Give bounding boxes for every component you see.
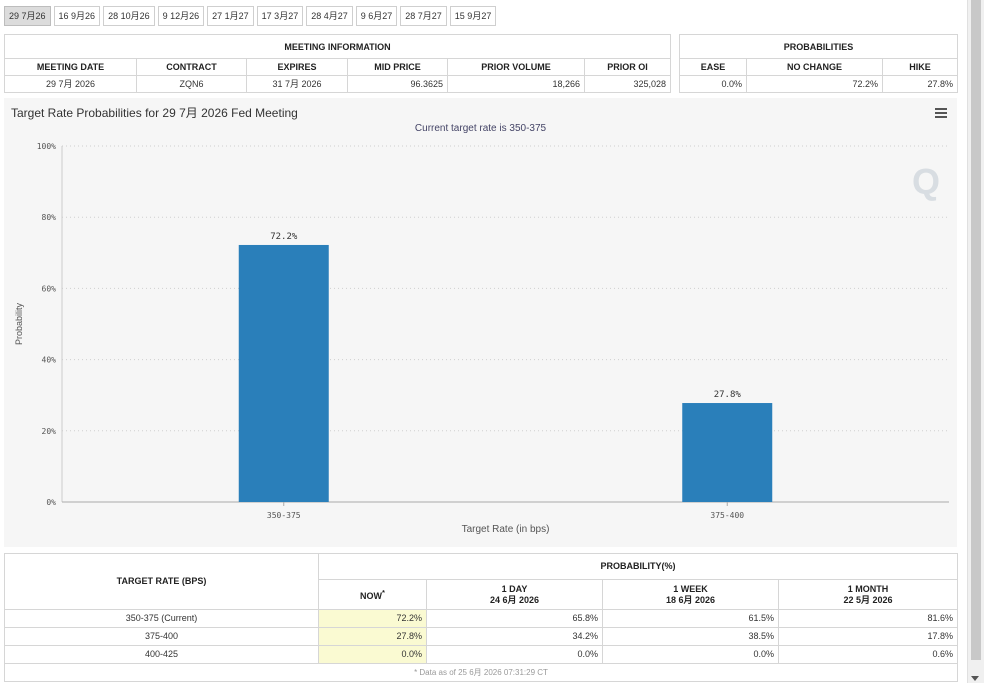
expires-value: 31 7月 2026 (246, 75, 348, 93)
tab-meeting-5[interactable]: 17 3月27 (256, 6, 304, 26)
tab-meeting-2[interactable]: 28 10月26 (103, 6, 155, 26)
y-tick-label: 60% (42, 284, 57, 293)
y-tick-label: 20% (42, 427, 57, 436)
scroll-down-arrow-icon[interactable] (971, 676, 979, 681)
chart-subtitle: Current target rate is 350-375 (414, 123, 547, 134)
header-ease: EASE (679, 58, 747, 76)
hike-value: 27.8% (882, 75, 958, 93)
1-day-cell: 65.8% (426, 609, 603, 628)
meeting-information-title: MEETING INFORMATION (3, 34, 672, 59)
ease-value: 0.0% (679, 75, 747, 93)
header-meeting-date: MEETING DATE (4, 58, 137, 76)
1-month-cell: 81.6% (778, 609, 958, 628)
tab-meeting-7[interactable]: 9 6月27 (355, 6, 398, 26)
1-month-cell: 17.8% (778, 627, 958, 646)
now-cell: 0.0% (318, 645, 427, 664)
table-row: 350-375 (Current) 72.2% 65.8% 61.5% 81.6… (4, 609, 958, 628)
watermark-logo: Q (912, 161, 940, 202)
1-day-cell: 0.0% (426, 645, 603, 664)
header-1-month: 1 MONTH 22 5月 2026 (778, 579, 958, 610)
prior-oi-value: 325,028 (583, 75, 672, 93)
1-week-cell: 0.0% (602, 645, 779, 664)
tab-meeting-4[interactable]: 27 1月27 (207, 6, 254, 26)
header-expires: EXPIRES (246, 58, 348, 76)
mid-price-value: 96.3625 (347, 75, 448, 93)
tab-meeting-6[interactable]: 28 4月27 (306, 6, 353, 26)
header-mid-price: MID PRICE (347, 58, 448, 76)
prior-volume-value: 18,266 (447, 75, 585, 93)
header-1-week: 1 WEEK 18 6月 2026 (602, 579, 779, 610)
target-rate-probability-table: TARGET RATE (BPS) PROBABILITY(%) NOW* 1 … (4, 553, 958, 682)
1-month-cell: 0.6% (778, 645, 958, 664)
bar (682, 403, 773, 502)
probability-chart: Q 0% 20% 40% 60% 80% 100% 72.2% 350-375 27.8% 375-… (14, 142, 949, 535)
page-scrollbar[interactable] (967, 0, 984, 683)
x-tick-label: 375-400 (710, 511, 744, 520)
data-as-of-footnote: * Data as of 25 6月 2026 07:31:29 CT (4, 663, 958, 682)
meeting-date-value: 29 7月 2026 (4, 75, 137, 93)
header-1-day: 1 DAY 24 6月 2026 (426, 579, 603, 610)
bar-data-label: 72.2% (270, 232, 298, 242)
chart-title: Target Rate Probabilities for 29 7月 2026… (11, 106, 298, 120)
now-cell: 72.2% (318, 609, 427, 628)
1-week-cell: 38.5% (602, 627, 779, 646)
bar (238, 244, 329, 502)
header-target-rate: TARGET RATE (BPS) (4, 553, 319, 610)
y-tick-label: 0% (46, 498, 56, 507)
meeting-date-tabs: 29 7月26 16 9月26 28 10月26 9 12月26 27 1月27… (4, 6, 497, 26)
y-tick-label: 40% (42, 356, 57, 365)
target-rate-cell: 350-375 (Current) (4, 609, 319, 628)
target-rate-cell: 400-425 (4, 645, 319, 664)
hamburger-menu-icon[interactable] (935, 108, 947, 118)
x-axis-label: Target Rate (in bps) (462, 524, 550, 535)
bar-data-label: 27.8% (714, 390, 742, 400)
table-row: 375-400 27.8% 34.2% 38.5% 17.8% (4, 627, 958, 646)
header-prior-oi: PRIOR OI (583, 58, 672, 76)
header-no-change: NO CHANGE (746, 58, 883, 76)
probabilities-title: PROBABILITIES (679, 34, 958, 59)
no-change-value: 72.2% (746, 75, 883, 93)
x-tick-label: 350-375 (267, 511, 301, 520)
y-tick-label: 100% (37, 142, 56, 151)
header-probability: PROBABILITY(%) (318, 553, 958, 580)
tab-meeting-0[interactable]: 29 7月26 (4, 6, 51, 26)
1-week-cell: 61.5% (602, 609, 779, 628)
tab-meeting-3[interactable]: 9 12月26 (157, 6, 205, 26)
1-day-cell: 34.2% (426, 627, 603, 646)
header-now: NOW* (318, 579, 427, 610)
tab-meeting-8[interactable]: 28 7月27 (400, 6, 447, 26)
y-tick-label: 80% (42, 213, 57, 222)
target-rate-cell: 375-400 (4, 627, 319, 646)
y-axis-label: Probability (14, 302, 24, 345)
tab-meeting-9[interactable]: 15 9月27 (449, 6, 497, 26)
tab-meeting-1[interactable]: 16 9月26 (53, 6, 101, 26)
probabilities-table: PROBABILITIES EASE NO CHANGE HIKE 0.0% 7… (679, 34, 958, 93)
contract-value: ZQN6 (136, 75, 247, 93)
header-hike: HIKE (882, 58, 958, 76)
header-prior-volume: PRIOR VOLUME (447, 58, 585, 76)
scrollbar-thumb[interactable] (971, 0, 981, 660)
chart-panel: Q 0% 20% 40% 60% 80% 100% 72.2% 350-375 27.8% 375-… (4, 98, 957, 547)
now-cell: 27.8% (318, 627, 427, 646)
table-row: 400-425 0.0% 0.0% 0.0% 0.6% (4, 645, 958, 664)
meeting-information-table: MEETING INFORMATION MEETING DATE CONTRAC… (3, 34, 672, 93)
header-contract: CONTRACT (136, 58, 247, 76)
